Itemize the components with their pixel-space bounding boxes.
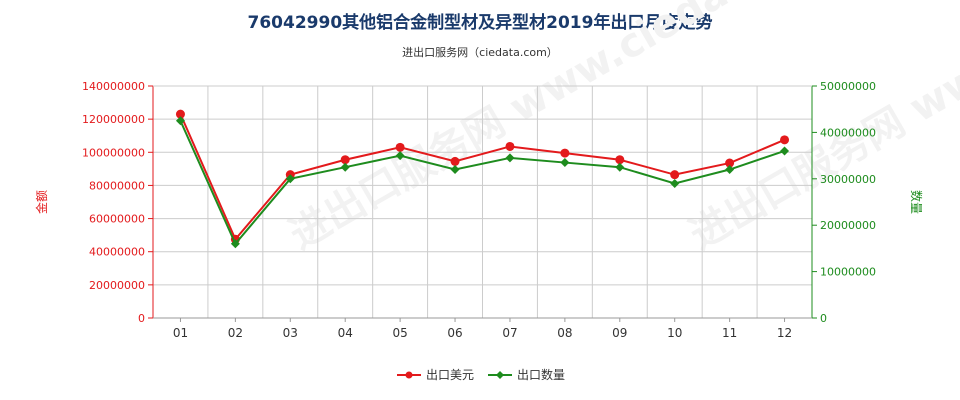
data-point-1 [340, 155, 350, 165]
x-tick-label: 10 [667, 326, 682, 340]
left-axis-title: 金额 [34, 190, 49, 214]
data-point-2 [175, 116, 185, 126]
data-point-2 [670, 178, 680, 188]
x-tick-label: 09 [612, 326, 627, 340]
watermark-text: 进出口服务网 www.ciedata.com [282, 0, 869, 259]
right-tick-label: 40000000 [820, 126, 876, 139]
data-point-1 [780, 135, 790, 145]
x-tick-label: 02 [228, 326, 243, 340]
series-line-2 [179, 120, 785, 246]
left-tick-label: 0 [138, 312, 145, 325]
data-point-1 [175, 109, 185, 119]
chart-subtitle: 进出口服务网（ciedata.com） [402, 46, 558, 59]
x-tick-label: 07 [502, 326, 517, 340]
right-tick-label: 20000000 [820, 219, 876, 232]
legend-marker [496, 371, 504, 379]
right-tick-label: 50000000 [820, 80, 876, 93]
data-point-1 [505, 141, 515, 151]
x-tick-label: 11 [722, 326, 737, 340]
data-point-1 [450, 156, 460, 166]
left-tick-label: 120000000 [82, 113, 145, 126]
chart-title: 76042990其他铝合金制型材及异型材2019年出口月度走势 [247, 13, 713, 33]
data-point-2 [450, 165, 460, 175]
data-point-2 [725, 165, 735, 175]
data-point-1 [615, 155, 625, 165]
right-axis-title: 数量 [909, 190, 924, 214]
left-tick-label: 40000000 [89, 246, 145, 259]
x-tick-label: 12 [777, 326, 792, 340]
x-tick-label: 06 [447, 326, 462, 340]
left-tick-label: 20000000 [89, 279, 145, 292]
legend-label: 出口美元 [426, 368, 474, 382]
legend-label: 出口数量 [517, 367, 565, 382]
left-tick-label: 100000000 [82, 146, 145, 159]
data-point-2 [505, 153, 515, 163]
x-tick-label: 05 [392, 326, 407, 340]
right-tick-label: 30000000 [820, 173, 876, 186]
right-tick-label: 0 [820, 312, 827, 325]
left-tick-label: 60000000 [89, 213, 145, 226]
left-tick-label: 140000000 [82, 80, 145, 93]
data-point-1 [395, 142, 405, 152]
x-tick-label: 04 [338, 326, 353, 340]
legend-marker [405, 371, 413, 379]
x-tick-label: 01 [173, 326, 188, 340]
data-point-2 [780, 146, 790, 156]
data-point-2 [560, 158, 570, 168]
x-tick-label: 08 [557, 326, 572, 340]
data-point-1 [670, 170, 680, 180]
x-tick-label: 03 [283, 326, 298, 340]
data-point-1 [560, 148, 570, 158]
data-point-2 [615, 162, 625, 172]
data-point-1 [725, 158, 735, 168]
data-point-2 [230, 239, 240, 249]
series-line-1 [179, 113, 785, 242]
left-tick-label: 80000000 [89, 179, 145, 192]
data-point-2 [285, 174, 295, 184]
data-point-2 [340, 162, 350, 172]
data-point-2 [395, 151, 405, 161]
right-tick-label: 10000000 [820, 266, 876, 279]
